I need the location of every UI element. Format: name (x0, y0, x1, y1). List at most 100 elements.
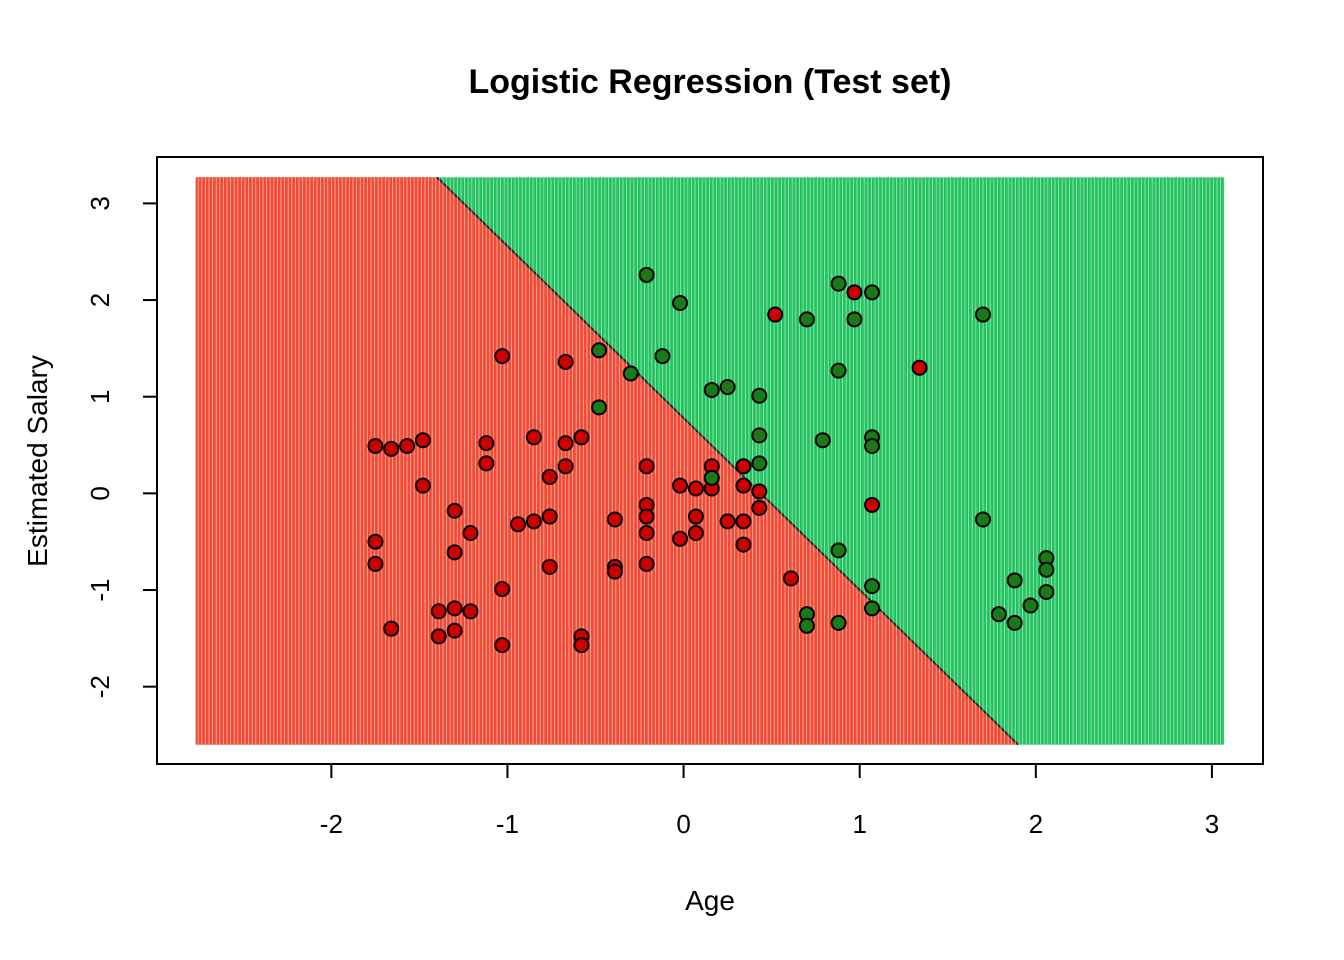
point-class-1 (672, 294, 689, 311)
x-tick-label: 1 (852, 809, 866, 839)
point-class-0 (367, 555, 384, 572)
point-class-1 (1038, 583, 1055, 600)
x-tick-label: -1 (496, 809, 519, 839)
point-class-1 (830, 362, 847, 379)
point-class-0 (638, 458, 655, 475)
point-class-1 (864, 284, 881, 301)
point-class-0 (525, 513, 542, 530)
y-axis-label: Estimated Salary (22, 355, 53, 567)
point-class-0 (751, 499, 768, 516)
point-class-0 (735, 513, 752, 530)
point-class-0 (557, 353, 574, 370)
point-class-0 (638, 555, 655, 572)
x-tick-label: -2 (320, 809, 343, 839)
point-class-0 (557, 458, 574, 475)
point-class-1 (798, 617, 815, 634)
data-points (367, 266, 1055, 654)
point-class-1 (654, 348, 671, 365)
point-class-0 (462, 603, 479, 620)
point-class-0 (687, 480, 704, 497)
point-class-0 (541, 558, 558, 575)
point-class-0 (446, 622, 463, 639)
point-class-1 (974, 306, 991, 323)
y-axis: -2 -1 0 1 2 3 (85, 196, 158, 698)
point-class-0 (541, 508, 558, 525)
point-class-1 (830, 614, 847, 631)
point-class-1 (622, 365, 639, 382)
point-class-0 (478, 455, 495, 472)
point-class-0 (573, 637, 590, 654)
point-class-0 (767, 306, 784, 323)
point-class-1 (974, 511, 991, 528)
point-class-0 (573, 429, 590, 446)
point-class-1 (864, 600, 881, 617)
point-class-0 (735, 536, 752, 553)
point-class-0 (846, 284, 863, 301)
y-tick-label: -2 (85, 675, 115, 698)
region-class-0 (195, 177, 1019, 745)
point-class-0 (735, 458, 752, 475)
y-tick-label: 0 (85, 486, 115, 500)
stripe-pattern (197, 177, 1225, 745)
point-class-0 (525, 429, 542, 446)
point-class-0 (383, 440, 400, 457)
point-class-0 (446, 600, 463, 617)
point-class-1 (830, 275, 847, 292)
x-tick-label: 0 (676, 809, 690, 839)
point-class-0 (430, 628, 447, 645)
point-class-1 (751, 455, 768, 472)
point-class-0 (606, 511, 623, 528)
point-class-0 (478, 435, 495, 452)
point-class-0 (864, 496, 881, 513)
point-class-0 (494, 637, 511, 654)
point-class-1 (798, 311, 815, 328)
point-class-0 (541, 468, 558, 485)
point-class-0 (687, 524, 704, 541)
point-class-0 (494, 581, 511, 598)
y-tick-label: 1 (85, 389, 115, 403)
y-tick-label: 2 (85, 293, 115, 307)
point-class-1 (1038, 561, 1055, 578)
point-class-1 (751, 387, 768, 404)
point-class-0 (638, 508, 655, 525)
point-class-1 (864, 438, 881, 455)
point-class-0 (367, 533, 384, 550)
point-class-0 (510, 516, 527, 533)
point-class-1 (703, 469, 720, 486)
x-tick-label: 3 (1205, 809, 1219, 839)
point-class-0 (494, 348, 511, 365)
point-class-1 (591, 342, 608, 359)
point-class-0 (383, 620, 400, 637)
point-class-0 (751, 483, 768, 500)
point-class-1 (703, 381, 720, 398)
point-class-0 (638, 524, 655, 541)
point-class-0 (672, 530, 689, 547)
point-class-1 (1006, 572, 1023, 589)
point-class-1 (990, 606, 1007, 623)
point-class-1 (814, 432, 831, 449)
point-class-0 (446, 544, 463, 561)
point-class-0 (606, 563, 623, 580)
chart-title: Logistic Regression (Test set) (468, 63, 951, 101)
y-tick-label: -1 (85, 578, 115, 601)
point-class-0 (446, 502, 463, 519)
point-class-1 (1006, 614, 1023, 631)
point-class-0 (911, 359, 928, 376)
x-axis-label: Age (685, 885, 735, 916)
point-class-1 (830, 542, 847, 559)
point-class-0 (414, 477, 431, 494)
point-class-0 (735, 477, 752, 494)
point-class-0 (430, 603, 447, 620)
x-tick-label: 2 (1029, 809, 1043, 839)
region-stripes (197, 177, 1225, 745)
y-tick-label: 3 (85, 196, 115, 210)
point-class-1 (1022, 597, 1039, 614)
point-class-0 (399, 438, 416, 455)
point-class-0 (672, 477, 689, 494)
point-class-1 (846, 311, 863, 328)
point-class-1 (719, 379, 736, 396)
point-class-0 (367, 438, 384, 455)
point-class-0 (783, 570, 800, 587)
point-class-0 (557, 435, 574, 452)
